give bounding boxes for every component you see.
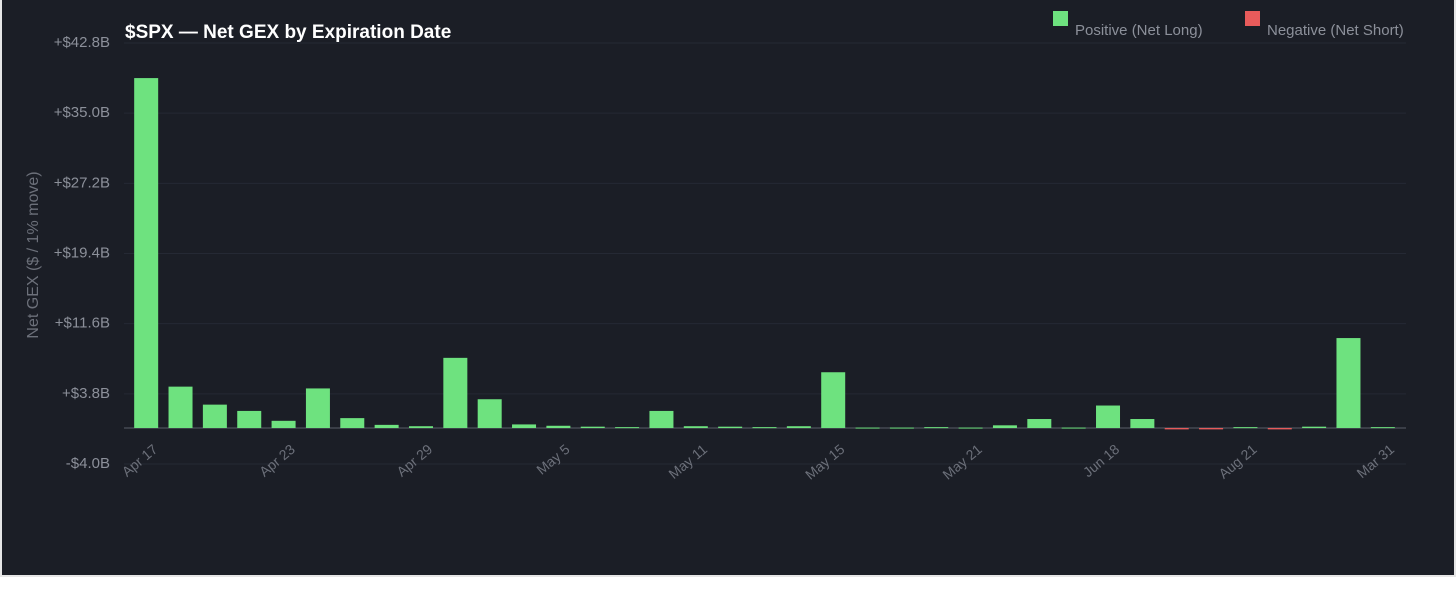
y-tick-label: +$3.8B [62, 385, 110, 402]
bar [237, 410, 262, 429]
bar [615, 427, 640, 429]
bar [924, 427, 949, 429]
bar [305, 388, 330, 429]
chart-title: $SPX — Net GEX by Expiration Date [125, 22, 451, 43]
x-tick-label: Apr 29 [393, 441, 435, 480]
bar [340, 418, 365, 429]
bar [821, 372, 846, 429]
y-tick-label: +$42.8B [54, 34, 110, 51]
bar [1096, 405, 1121, 429]
y-tick-label: +$35.0B [54, 104, 110, 121]
legend-swatch [1053, 11, 1068, 26]
x-tick-label: Apr 23 [256, 441, 298, 480]
legend-label: Negative (Net Short) [1267, 22, 1404, 39]
bar [580, 426, 605, 429]
y-tick-label: +$19.4B [54, 244, 110, 261]
bar [546, 425, 571, 429]
bar [889, 427, 914, 429]
bar [1199, 428, 1224, 430]
bar [1233, 427, 1258, 429]
legend-swatch [1245, 11, 1260, 26]
bar [1027, 419, 1052, 429]
bar [443, 357, 468, 429]
chart-panel [0, 0, 1456, 577]
x-tick-label: May 21 [939, 441, 985, 483]
bar [752, 427, 777, 429]
x-tick-label: May 11 [665, 441, 710, 482]
x-tick-label: Mar 31 [1353, 441, 1397, 481]
legend-label: Positive (Net Long) [1075, 22, 1203, 39]
bar [958, 427, 983, 429]
bar [1267, 428, 1292, 430]
bar [1370, 427, 1395, 429]
bar [374, 424, 399, 429]
bar [1061, 427, 1086, 429]
x-tick-label: May 5 [533, 441, 573, 478]
y-axis-label: Net GEX ($ / 1% move) [25, 171, 42, 338]
x-tick-label: May 15 [802, 441, 848, 483]
bar [512, 424, 537, 429]
bar [477, 399, 502, 429]
x-tick-label: Apr 17 [119, 441, 161, 480]
bar [649, 410, 674, 429]
bar [1302, 426, 1327, 429]
bar [134, 78, 159, 429]
bar [168, 386, 193, 429]
bar [271, 420, 296, 429]
bar [855, 427, 880, 429]
bar [786, 426, 811, 429]
y-tick-label: +$11.6B [55, 315, 110, 332]
y-tick-label: -$4.0B [66, 455, 110, 472]
bar [683, 426, 708, 429]
y-tick-label: +$27.2B [54, 174, 110, 191]
bar [1130, 419, 1155, 429]
bar [718, 426, 743, 429]
bar [202, 404, 227, 429]
bar [992, 425, 1017, 429]
bar [1336, 338, 1361, 429]
x-tick-label: Aug 21 [1215, 441, 1259, 482]
x-tick-label: Jun 18 [1080, 441, 1123, 480]
bar [1164, 428, 1189, 430]
bar [408, 426, 433, 429]
